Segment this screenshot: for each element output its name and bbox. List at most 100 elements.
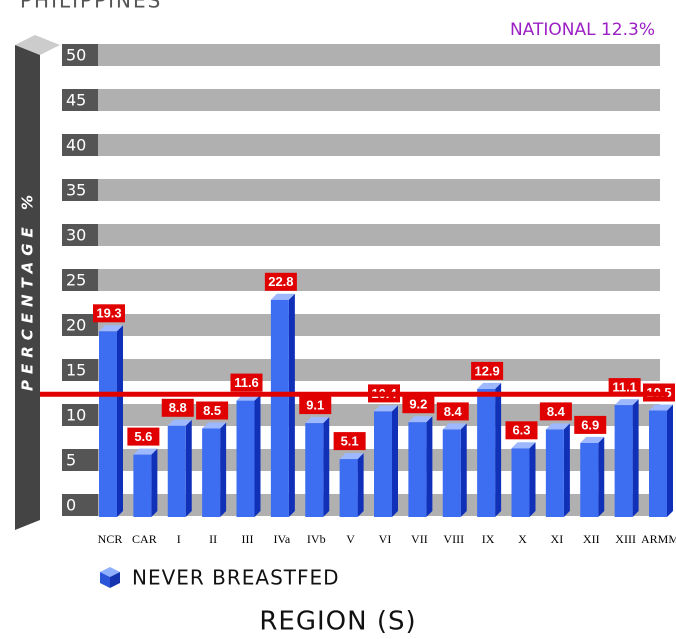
y-tick-label: 0	[66, 496, 76, 515]
grid-band	[62, 269, 660, 291]
x-tick-label: XI	[551, 532, 564, 546]
x-tick-label: IVb	[307, 532, 326, 546]
value-label-box	[264, 272, 297, 291]
tick-box	[62, 269, 98, 291]
x-tick-label: XIII	[615, 532, 636, 546]
bar-side	[495, 382, 502, 517]
bar-front	[408, 422, 427, 517]
x-tick-label: NCR	[98, 532, 123, 546]
value-label-box	[161, 398, 194, 417]
bar-top	[167, 419, 192, 426]
y-tick-label: 30	[66, 226, 86, 245]
bar	[408, 416, 433, 517]
x-tick-label: V	[346, 532, 355, 546]
bar-top	[511, 442, 536, 449]
value-label: 11.1	[612, 380, 637, 395]
bar-front	[545, 429, 564, 517]
bar	[339, 453, 364, 517]
bar-top	[99, 325, 123, 332]
grid-band	[62, 44, 660, 66]
bar-side	[529, 442, 536, 517]
x-tick-label: IVa	[274, 532, 291, 546]
y-tick-label: 15	[66, 361, 86, 380]
bar-side	[220, 422, 227, 517]
x-tick-label: ARMM	[641, 532, 676, 546]
bar	[511, 442, 536, 517]
bar-front	[374, 411, 392, 517]
bar-side	[323, 417, 330, 517]
value-label-box	[539, 402, 572, 421]
bar-side	[426, 416, 433, 517]
tick-box	[62, 134, 98, 156]
bar-top	[442, 423, 467, 430]
grid-band	[62, 89, 660, 111]
value-label-box	[608, 378, 641, 397]
value-label: 5.6	[134, 429, 152, 444]
tick-box	[62, 314, 98, 336]
legend-label: NEVER BREASTFED	[132, 566, 340, 590]
bar-front	[99, 331, 117, 517]
bar-front	[442, 429, 461, 517]
bar-front	[339, 459, 358, 517]
bar-top	[374, 405, 398, 412]
bar-front	[133, 454, 152, 517]
x-tick-label: IX	[482, 532, 495, 546]
x-tick-label: III	[242, 532, 254, 546]
tick-box	[62, 44, 98, 66]
bar-top	[270, 293, 295, 300]
bar	[133, 448, 158, 517]
bar-side	[288, 293, 295, 517]
bar-top	[580, 436, 605, 443]
y-tick-label: 20	[66, 316, 86, 335]
x-tick-label: XII	[583, 532, 600, 546]
bar-front	[236, 400, 255, 517]
value-label-box	[196, 401, 229, 420]
bar	[99, 325, 123, 517]
legend-icon-left	[100, 572, 110, 588]
value-label: 12.9	[474, 363, 499, 378]
bar-front	[649, 410, 667, 517]
bar-side	[151, 448, 158, 517]
bar	[167, 419, 192, 517]
bar-top	[649, 404, 673, 411]
bar-top	[477, 382, 502, 389]
value-label: 11.6	[234, 375, 259, 390]
x-tick-label: VII	[411, 532, 428, 546]
axis-slab-top	[15, 35, 60, 55]
bar-front	[614, 405, 633, 517]
grid-band	[62, 179, 660, 201]
chart-title: PHILIPPINES	[20, 0, 162, 13]
bar-front	[305, 423, 324, 517]
bar-front	[511, 448, 530, 517]
y-axis-label: PERCENTAGE %	[19, 189, 37, 391]
bar	[545, 423, 570, 517]
bar	[305, 417, 330, 517]
bar-side	[563, 423, 570, 517]
bar-top	[339, 453, 364, 460]
value-label: 22.8	[268, 274, 293, 289]
bar	[580, 436, 605, 517]
bar-side	[460, 423, 467, 517]
bar	[477, 382, 502, 517]
y-tick-label: 40	[66, 136, 86, 155]
value-label-box	[127, 427, 160, 446]
tick-box	[62, 404, 98, 426]
value-label: 6.9	[581, 417, 599, 432]
bar-side	[254, 394, 261, 517]
x-tick-label: VI	[379, 532, 392, 546]
tick-box	[62, 359, 98, 381]
bar-side	[632, 399, 639, 517]
bar-side	[357, 453, 364, 517]
grid-band	[62, 224, 660, 246]
bar-front	[167, 425, 186, 517]
bar-front	[477, 388, 496, 517]
bar-side	[392, 405, 398, 517]
x-axis-label: REGION (S)	[259, 607, 416, 637]
y-tick-label: 5	[66, 451, 76, 470]
value-label: 8.4	[547, 404, 566, 419]
bar-top	[133, 448, 158, 455]
bar	[202, 422, 227, 517]
x-tick-label: I	[177, 532, 181, 546]
tick-box	[62, 224, 98, 246]
